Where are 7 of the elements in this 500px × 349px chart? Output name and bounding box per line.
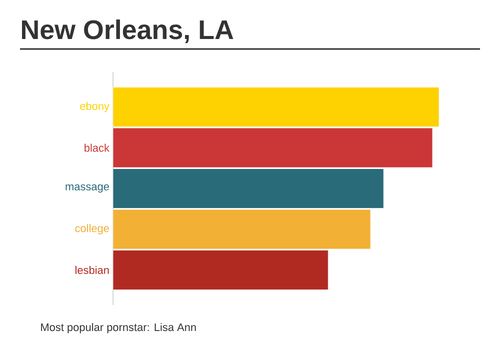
y-tick-label: black [84,144,110,152]
y-tick-label: massage [66,184,109,193]
chart-title: New Orleans, LA [22,20,234,44]
y-tick-label: lesbian [75,266,109,274]
y-tick-label: college [75,224,109,234]
y-tick-label: ebony [80,102,110,112]
text: Most popular pornstar: Lisa Ann [41,323,196,334]
